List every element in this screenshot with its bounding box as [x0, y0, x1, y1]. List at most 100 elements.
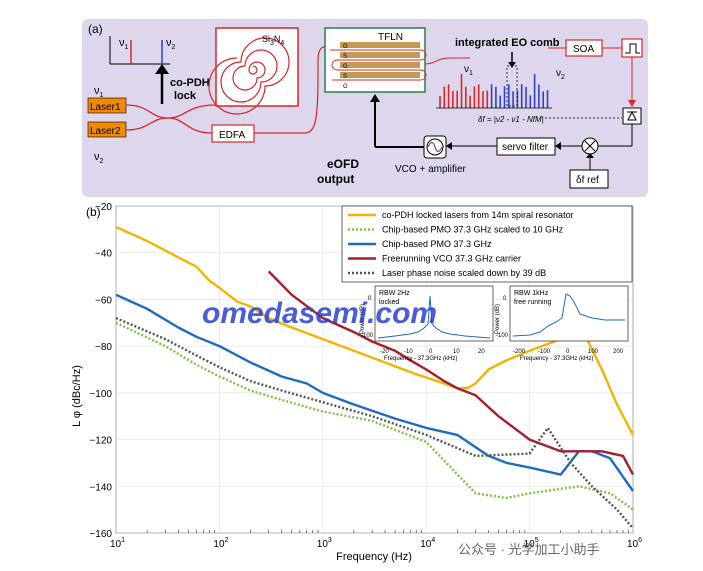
comb-nu2-label: ν2 — [556, 68, 565, 81]
servo-filter-label: servo filter — [502, 142, 549, 153]
ref-arrowhead — [586, 153, 594, 158]
inset-locked-xtick-3: 0 — [429, 349, 433, 355]
photodiode-glyph — [627, 110, 637, 121]
legend-entry: Chip-based PMO 37.3 GHz scaled to 10 GHz — [382, 225, 564, 235]
comb-nu1-label: ν1 — [464, 64, 473, 77]
sin-spiral-resonator: Si3N4 — [208, 27, 299, 115]
delta-f-formula: δf = |ν2 - ν1 - NfM| — [478, 115, 544, 124]
g-pad-2: G — [343, 64, 348, 70]
panel-b-label: (b) — [86, 205, 101, 219]
legend-entry: co-PDH locked lasers from 14m spiral res… — [382, 210, 574, 220]
copdh-label: co-PDH lock — [170, 77, 210, 102]
panel-a-schematic: (a) ν1 ν2 co-PDH lock Si3N4 ν1 Laser1 Las… — [82, 19, 648, 197]
soa-label: SOA — [573, 44, 594, 55]
inset-free-trace — [512, 293, 625, 337]
nu2-label: ν2 — [166, 37, 176, 51]
inset-free-xlabel: Frequency - 37.3GHz (kHz) — [520, 356, 593, 362]
tfln-to-comb-fiber — [424, 57, 470, 65]
detector-arrowhead — [628, 100, 636, 107]
y-tick-label: −120 — [89, 436, 112, 447]
g-pad-3: G — [343, 84, 348, 90]
x-tick-label: 104 — [420, 537, 435, 550]
inset-free-rbw: RBW 1kHz — [514, 290, 549, 297]
inset-locked-ytick-1: 0 — [368, 296, 372, 302]
inset-free-running-spectrum: RBW 1kHz free running -200 -100 0 100 20… — [495, 285, 629, 362]
sine-glyph — [427, 141, 443, 153]
sin-label: Si3N4 — [262, 34, 284, 47]
laser-spectrum-sketch: ν1 ν2 — [109, 36, 176, 65]
df-ref-label: δf ref — [576, 175, 599, 186]
s-pad-1: S — [343, 54, 347, 60]
edfa-label: EDFA — [219, 130, 245, 141]
inset-free-xtick-4: 100 — [588, 349, 599, 355]
inset-free-xtick-2: -100 — [538, 349, 551, 355]
laser2-nu-label: ν2 — [94, 151, 104, 165]
inset-free-xtick-5: 200 — [613, 349, 624, 355]
inset-locked-ytick-2: -100 — [361, 333, 374, 339]
series-line-4 — [267, 270, 635, 476]
fiber-coupler — [125, 104, 217, 134]
vco-label: VCO + amplifier — [395, 164, 467, 175]
series-line-3 — [115, 293, 634, 492]
s-pad-2: S — [343, 74, 347, 80]
series-line-5 — [115, 316, 634, 530]
copdh-arrowhead — [155, 64, 169, 74]
vco-arrowhead — [446, 142, 452, 150]
y-tick-label: −140 — [89, 482, 112, 493]
inset-locked-xlabel: Frequency - 37.3GHz (kHz) — [384, 356, 457, 362]
y-tick-label: −60 — [95, 295, 112, 306]
inset-free-xtick-3: 0 — [566, 349, 570, 355]
legend-entry: Freerunning VCO 37.3 GHz carrier — [382, 254, 521, 264]
tfln-modulator: TFLN G S G S G — [324, 27, 427, 93]
pulse-glyph — [625, 43, 640, 54]
legend: co-PDH locked lasers from 14m spiral res… — [341, 205, 633, 283]
tfln-label: TFLN — [378, 32, 403, 43]
inset-free-ytick-1: 0 — [503, 296, 507, 302]
inset-locked-spectrum: RBW 2Hz locked -20 -10 0 10 20 Frequency… — [360, 285, 494, 362]
x-axis-label: Frequency (Hz) — [336, 551, 412, 563]
inset-free-xtick-1: -200 — [513, 349, 526, 355]
y-axis-label: L φ (dBc/Hz) — [71, 365, 83, 427]
inset-free-ytick-2: -100 — [496, 333, 509, 339]
laser2-label: Laser2 — [90, 126, 121, 137]
y-tick-label: −40 — [95, 249, 112, 260]
mixer-x-glyph — [584, 140, 596, 152]
comb-title: integrated EO comb — [455, 37, 560, 49]
eofd-output-label: eOFD output — [317, 157, 359, 186]
inset-free-ylabel: Power (dB) — [495, 304, 501, 334]
legend-entry: Laser phase noise scaled down by 39 dB — [382, 268, 546, 278]
comb-spectrum — [436, 74, 552, 109]
comb-arrowhead — [508, 62, 516, 68]
panel-a-label: (a) — [88, 22, 103, 36]
inset-locked-xtick-1: -20 — [380, 349, 389, 355]
inset-locked-state: locked — [379, 299, 399, 306]
inset-locked-rbw: RBW 2Hz — [379, 290, 410, 297]
servo-arrowhead — [555, 142, 561, 150]
inset-locked-xtick-5: 20 — [478, 349, 485, 355]
x-tick-label: 101 — [110, 537, 125, 550]
photodetector — [622, 107, 642, 125]
watermark: omedasemi.com — [202, 297, 437, 330]
footer-watermark: 公众号 · 光学加工小助手 — [458, 542, 600, 557]
inset-locked-ylabel: Power (dB) — [360, 304, 366, 334]
legend-entry: Chip-based PMO 37.3 GHz — [382, 239, 492, 249]
y-tick-label: −160 — [89, 529, 112, 540]
inset-free-state: free running — [514, 299, 551, 306]
x-tick-label: 103 — [317, 537, 332, 550]
y-tick-label: −20 — [95, 202, 112, 213]
laser1-nu-label: ν1 — [94, 85, 104, 99]
y-tick-label: −100 — [89, 389, 112, 400]
nu1-label: ν1 — [119, 37, 129, 51]
edfa-to-tfln-fiber — [254, 45, 331, 134]
x-tick-label: 102 — [213, 537, 228, 550]
x-tick-label: 106 — [627, 537, 642, 550]
g-pad-1: G — [343, 44, 348, 50]
series-line-2 — [115, 321, 634, 511]
inset-locked-trace — [377, 295, 491, 339]
inset-locked-xtick-4: 10 — [453, 349, 460, 355]
pulse-icon — [621, 38, 643, 58]
inset-locked-xtick-2: -10 — [404, 349, 413, 355]
y-tick-label: −80 — [95, 342, 112, 353]
df-ref-box — [569, 169, 609, 189]
